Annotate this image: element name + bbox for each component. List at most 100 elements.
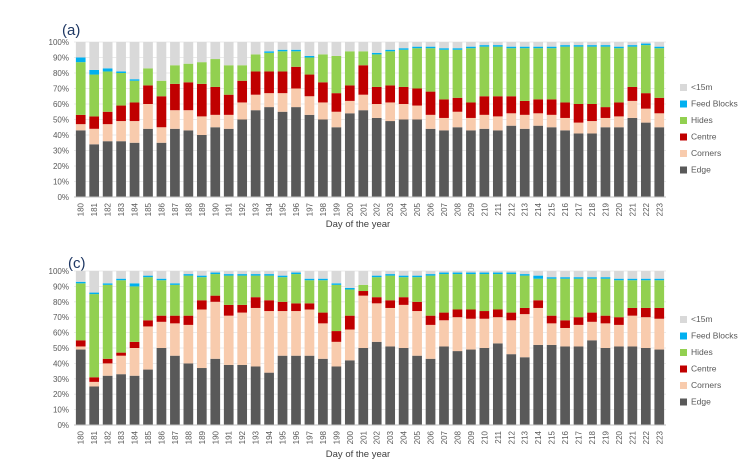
bar-segment-hides: [264, 275, 274, 301]
bar-segment-corners: [506, 320, 517, 355]
bar-segment-corners: [371, 104, 382, 118]
bar-segment-feed-blocks: [398, 48, 409, 50]
bar-segment-feed-blocks: [546, 46, 557, 49]
bar-segment-hides: [600, 46, 611, 108]
bar-segment-hides: [75, 283, 86, 341]
bar-segment--15m: [264, 42, 274, 52]
bar-segment-corners: [277, 93, 288, 112]
bar-segment-corners: [116, 355, 126, 375]
bar-segment-centre: [102, 358, 113, 364]
x-tick-label-c: 181: [90, 430, 99, 444]
x-tick-label-c: 193: [252, 430, 261, 444]
x-tick-label-c: 185: [144, 430, 153, 444]
bar-segment--15m: [170, 42, 180, 66]
bar-segment-centre: [143, 85, 153, 104]
bar-segment-edge: [75, 130, 86, 197]
bar-segment-feed-blocks: [533, 46, 544, 49]
bar-segment-hides: [170, 284, 180, 316]
bar-segment-edge: [600, 348, 611, 425]
legend-label: Edge: [691, 165, 711, 175]
bar-segment-centre: [318, 312, 328, 324]
bar-segment-edge: [75, 349, 86, 425]
bar-segment-edge: [573, 346, 584, 425]
bar-segment-corners: [452, 317, 463, 352]
bar-segment-hides: [277, 51, 288, 72]
legend-label: Centre: [691, 364, 717, 374]
bar-segment-hides: [196, 277, 207, 301]
bar-segment--15m: [75, 271, 86, 282]
bar-segment-edge: [452, 127, 463, 197]
bar-segment--15m: [425, 42, 436, 47]
bar-segment-corners: [196, 116, 207, 135]
bar-segment-centre: [492, 96, 503, 117]
bar-segment-centre: [587, 312, 597, 322]
x-tick-label-c: 202: [373, 430, 382, 444]
bar-segment-edge: [210, 127, 221, 197]
bar-segment--15m: [277, 42, 288, 50]
bar-segment-hides: [546, 48, 557, 100]
bar-segment-edge: [250, 110, 261, 197]
bar-segment--15m: [479, 42, 490, 46]
bar-segment-hides: [89, 294, 100, 378]
y-tick-label-a: 60%: [53, 100, 69, 109]
bar-segment-edge: [614, 127, 624, 197]
bar-segment-edge: [183, 130, 194, 197]
bar-segment-hides: [506, 274, 517, 313]
bar-segment-centre: [560, 102, 570, 118]
bar-segment-hides: [129, 80, 140, 103]
x-tick-label-a: 214: [534, 202, 543, 216]
bar-segment-feed-blocks: [89, 292, 100, 295]
bar-segment-centre: [506, 96, 517, 114]
bar-segment-hides: [640, 280, 651, 308]
bar-segment-corners: [640, 317, 651, 348]
bar-segment-hides: [196, 62, 207, 84]
bar-segment--15m: [614, 271, 624, 279]
bar-segment--15m: [196, 42, 207, 63]
bar-segment-feed-blocks: [573, 277, 584, 279]
bar-segment-centre: [519, 307, 530, 315]
bar-segment-feed-blocks: [304, 278, 315, 281]
bar-segment-centre: [425, 315, 436, 325]
bar-segment-feed-blocks: [398, 275, 409, 278]
bar-segment-centre: [398, 297, 409, 305]
bar-segment--15m: [654, 42, 665, 47]
x-tick-label-c: 196: [292, 430, 301, 444]
bar-segment-feed-blocks: [479, 272, 490, 275]
y-tick-label-a: 20%: [53, 162, 69, 171]
x-tick-label-c: 191: [225, 430, 234, 444]
bar-segment--15m: [560, 271, 570, 278]
bar-segment-edge: [425, 128, 436, 197]
bar-segment-feed-blocks: [116, 71, 126, 73]
legend-swatch: [680, 150, 687, 157]
bar-segment-centre: [183, 82, 194, 111]
bar-segment-corners: [546, 114, 557, 128]
bar-segment-centre: [331, 331, 342, 342]
bar-segment-feed-blocks: [237, 274, 248, 276]
bar-segment-edge: [385, 346, 396, 425]
bar-segment-edge: [640, 122, 651, 197]
bar-segment-corners: [627, 100, 638, 118]
bar-segment-edge: [560, 346, 570, 425]
x-tick-label-a: 223: [655, 202, 664, 216]
bar-segment-edge: [533, 344, 544, 425]
bar-segment--15m: [143, 42, 153, 69]
bar-segment-edge: [358, 110, 369, 197]
bar-segment--15m: [546, 271, 557, 278]
bar-segment-edge: [89, 144, 100, 197]
bar-segment-corners: [466, 117, 476, 131]
bar-segment-hides: [398, 277, 409, 298]
bar-segment-hides: [291, 51, 301, 67]
bar-segment-centre: [344, 315, 355, 330]
bar-segment-hides: [654, 48, 665, 98]
bar-segment-centre: [210, 86, 221, 115]
x-tick-label-c: 201: [359, 430, 368, 444]
bar-segment--15m: [304, 42, 315, 56]
bar-segment-hides: [587, 278, 597, 313]
bar-segment-hides: [533, 48, 544, 100]
bar-segment-hides: [223, 65, 234, 95]
bar-segment--15m: [129, 271, 140, 284]
bar-segment-hides: [344, 289, 355, 316]
bar-segment-feed-blocks: [250, 274, 261, 276]
bar-segment--15m: [398, 271, 409, 276]
bar-segment-edge: [614, 346, 624, 425]
